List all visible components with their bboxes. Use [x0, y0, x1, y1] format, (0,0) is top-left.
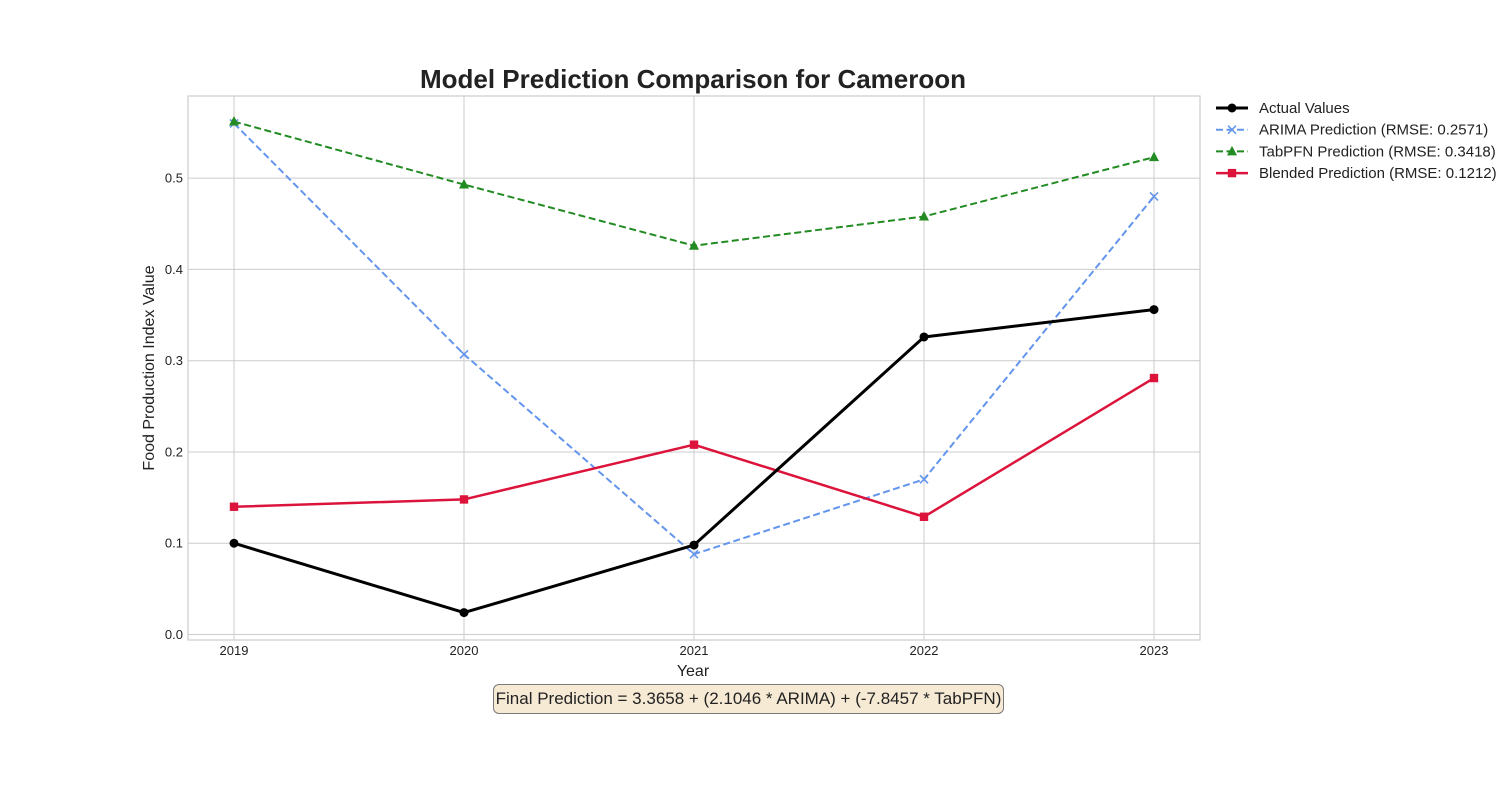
y-axis-label: Food Production Index Value [141, 265, 158, 470]
series-1 [229, 118, 1159, 559]
chart-title: Model Prediction Comparison for Cameroon [420, 64, 966, 94]
x-tick-label: 2020 [450, 643, 479, 658]
y-tick-label: 0.1 [165, 536, 183, 551]
legend: Actual Values ARIMA Prediction (RMSE: 0.2… [1216, 100, 1497, 182]
legend-label: ARIMA Prediction (RMSE: 0.2571) [1259, 122, 1488, 139]
data-point [229, 502, 239, 511]
legend-entry: TabPFN Prediction (RMSE: 0.3418) [1216, 143, 1496, 160]
data-point [919, 210, 929, 221]
data-point [1149, 373, 1159, 383]
legend-entry: Actual Values [1216, 100, 1350, 117]
formula-annotation: Final Prediction = 3.3658 + (2.1046 * AR… [493, 684, 1004, 714]
grid [188, 96, 1200, 640]
data-point [229, 538, 239, 548]
x-tick-label: 2023 [1140, 643, 1169, 658]
formula-text: Final Prediction = 3.3658 + (2.1046 * AR… [495, 689, 1002, 708]
y-tick-label: 0.2 [165, 444, 183, 459]
x-tick-label: 2022 [910, 643, 939, 658]
data-point [459, 179, 469, 189]
data-point [1149, 151, 1159, 162]
data-point [689, 549, 699, 559]
legend-marker [1227, 103, 1237, 113]
y-tick-label: 0.4 [165, 262, 183, 277]
data-point [229, 116, 239, 126]
plot-area-frame [187, 95, 1201, 641]
series-layer [229, 116, 1159, 618]
legend-marker [1227, 145, 1237, 156]
legend-label: Blended Prediction (RMSE: 0.1212) [1259, 165, 1497, 182]
data-point [459, 349, 469, 359]
data-point [459, 495, 469, 504]
data-point [689, 240, 699, 250]
legend-marker [1227, 168, 1237, 178]
series-3 [229, 373, 1159, 521]
legend-label: Actual Values [1259, 100, 1350, 117]
legend-label: TabPFN Prediction (RMSE: 0.3418) [1259, 143, 1496, 160]
data-point [459, 608, 469, 618]
data-point [919, 512, 929, 521]
legend-entry: Blended Prediction (RMSE: 0.1212) [1216, 165, 1497, 182]
y-tick-label: 0.3 [165, 353, 183, 368]
data-point [689, 540, 699, 550]
data-point [1149, 191, 1159, 201]
series-2 [229, 116, 1159, 250]
data-point [919, 332, 929, 342]
y-tick-label: 0.5 [165, 171, 183, 186]
x-axis-label: Year [677, 663, 710, 680]
y-tick-label: 0.0 [165, 627, 183, 642]
x-tick-label: 2019 [220, 643, 249, 658]
data-point [1149, 305, 1159, 315]
series-0 [229, 305, 1159, 618]
legend-entry: ARIMA Prediction (RMSE: 0.2571) [1216, 122, 1488, 139]
tick-labels: 0.0 0.1 0.2 0.3 0.4 0.5 2019 2020 2021 2022 2023 [165, 171, 1169, 658]
x-tick-label: 2021 [680, 643, 709, 658]
data-point [689, 440, 699, 449]
data-point [919, 474, 929, 484]
legend-marker [1227, 125, 1237, 135]
